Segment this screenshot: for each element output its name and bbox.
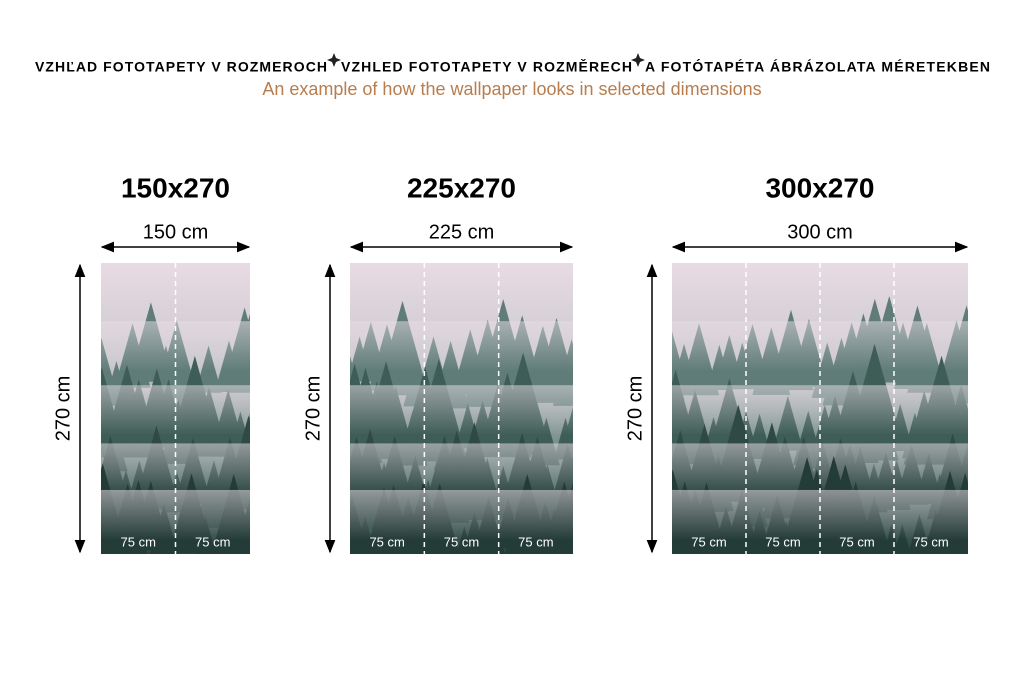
title-hu: A FOTÓTAPÉTA ÁBRÁZOLATA MÉRETEKBEN: [645, 58, 990, 75]
title-sk: VZHĽAD FOTOTAPETY V ROZMEROCH: [35, 59, 327, 75]
mist: [101, 443, 250, 494]
tree: [234, 498, 250, 554]
strip-label: 75 cm: [518, 534, 553, 549]
strip-label: 75 cm: [765, 534, 800, 549]
tree: [350, 447, 353, 455]
height-label: 270 cm: [52, 376, 74, 442]
sparkle: [327, 53, 341, 67]
strip-label: 75 cm: [691, 534, 726, 549]
sparkle: [631, 53, 645, 67]
size-label: 300x270: [765, 172, 874, 203]
size-label: 150x270: [121, 172, 230, 203]
strip-label: 75 cm: [195, 534, 230, 549]
wallpaper: [350, 263, 573, 554]
strip-label: 75 cm: [121, 534, 156, 549]
width-label: 300 cm: [787, 221, 853, 243]
wallpaper: [672, 263, 968, 554]
strip-label: 75 cm: [444, 534, 479, 549]
mist: [350, 321, 573, 372]
subtitle: An example of how the wallpaper looks in…: [262, 79, 761, 99]
wallpaper: [101, 263, 250, 554]
strip-label: 75 cm: [913, 534, 948, 549]
strip-label: 75 cm: [839, 534, 874, 549]
width-label: 150 cm: [143, 221, 209, 243]
mist: [350, 489, 573, 540]
height-label: 270 cm: [302, 376, 324, 442]
title-cz: VZHLED FOTOTAPETY V ROZMĚRECH: [341, 58, 632, 75]
strip-label: 75 cm: [369, 534, 404, 549]
size-label: 225x270: [407, 172, 516, 203]
mist: [350, 385, 573, 436]
tree: [964, 539, 968, 552]
mist: [350, 443, 573, 494]
width-label: 225 cm: [429, 221, 495, 243]
height-label: 270 cm: [624, 376, 646, 442]
